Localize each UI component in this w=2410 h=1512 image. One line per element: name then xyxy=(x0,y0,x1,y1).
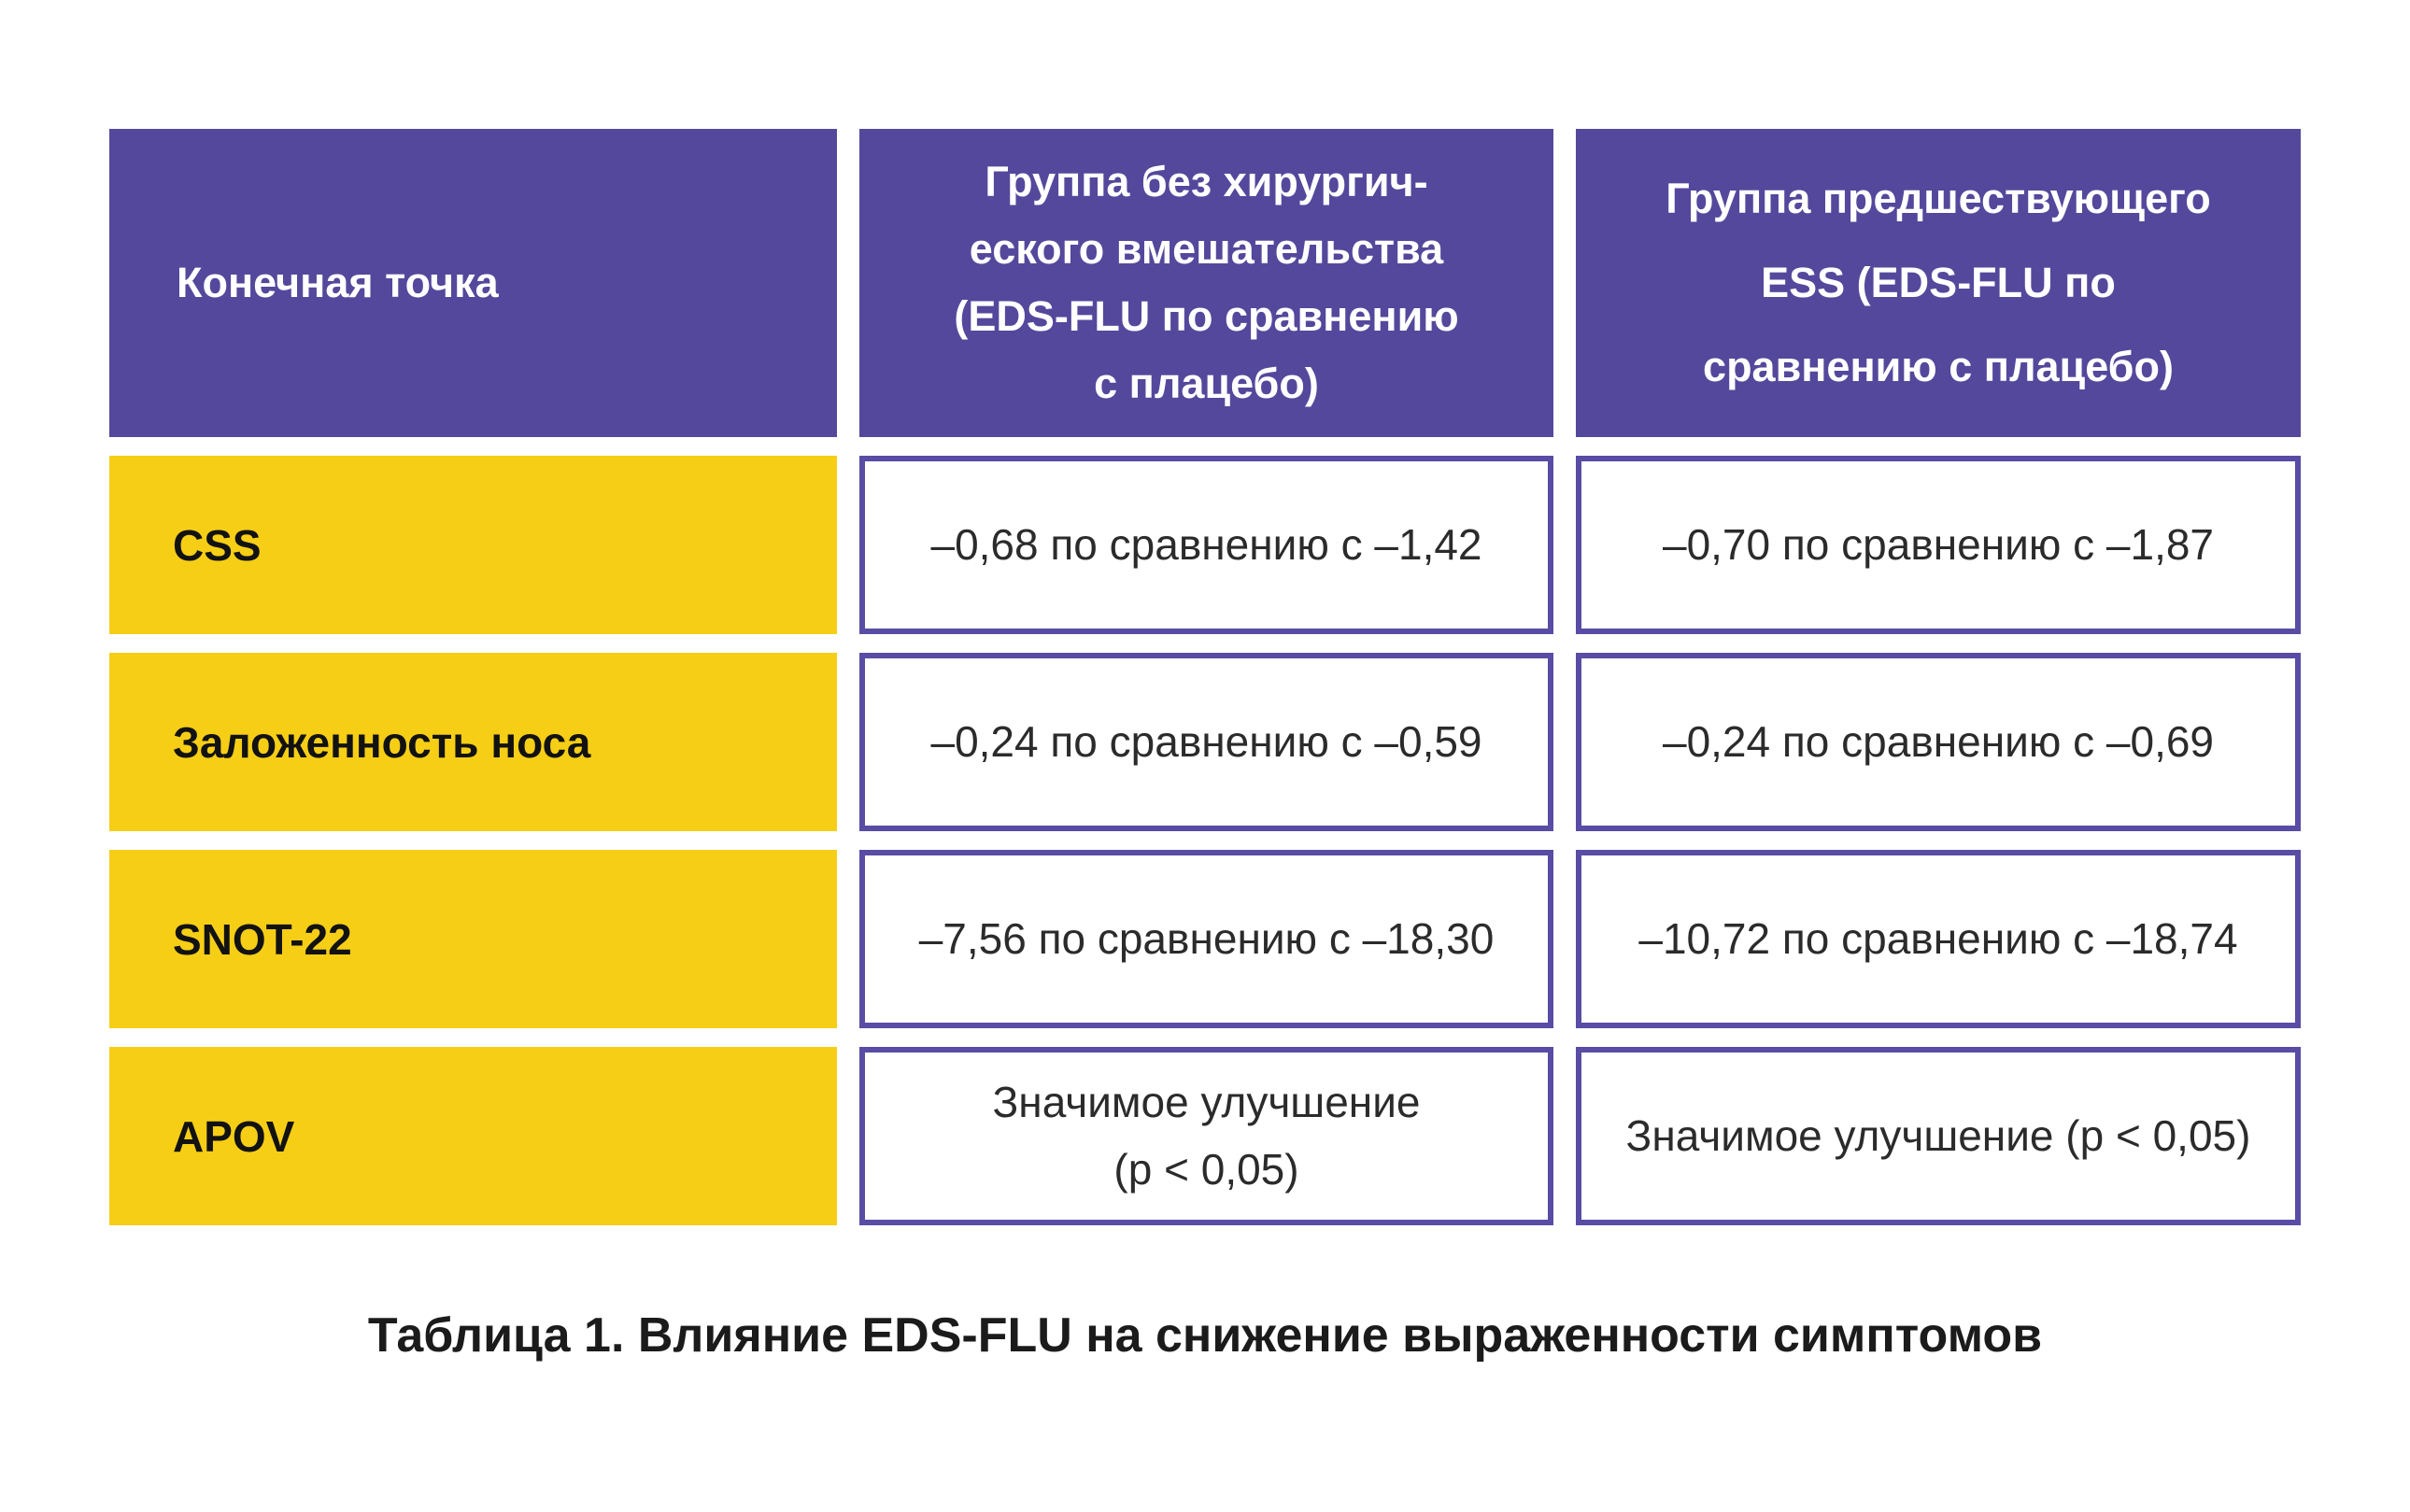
header-no-surgery-group: Группа без хирургич- еского вмешательств… xyxy=(859,129,1553,437)
table-caption: Таблица 1. Влияние EDS-FLU на снижение в… xyxy=(367,1308,2043,1363)
value-cell-snot22-no-surgery: –7,56 по сравнению с –18,30 xyxy=(859,850,1553,1028)
endpoint-cell-css: CSS xyxy=(109,456,837,634)
header-endpoint: Конечная точка xyxy=(109,129,837,437)
value-cell-nasal-congestion-prior-ess: –0,24 по сравнению с –0,69 xyxy=(1576,653,2301,831)
value-cell-nasal-congestion-no-surgery: –0,24 по сравнению с –0,59 xyxy=(859,653,1553,831)
value-cell-snot22-prior-ess: –10,72 по сравнению с –18,74 xyxy=(1576,850,2301,1028)
results-table: Конечная точка Группа без хирургич- еско… xyxy=(109,129,2301,1225)
endpoint-cell-snot22: SNOT-22 xyxy=(109,850,837,1028)
endpoint-cell-apov: APOV xyxy=(109,1047,837,1225)
value-cell-css-no-surgery: –0,68 по сравнению с –1,42 xyxy=(859,456,1553,634)
value-cell-css-prior-ess: –0,70 по сравнению с –1,87 xyxy=(1576,456,2301,634)
value-cell-apov-prior-ess: Значимое улучшение (p < 0,05) xyxy=(1576,1047,2301,1225)
value-cell-apov-no-surgery: Значимое улучшение (p < 0,05) xyxy=(859,1047,1553,1225)
endpoint-cell-nasal-congestion: Заложенность носа xyxy=(109,653,837,831)
header-prior-ess-group: Группа предшествующего ESS (EDS-FLU по с… xyxy=(1576,129,2301,437)
